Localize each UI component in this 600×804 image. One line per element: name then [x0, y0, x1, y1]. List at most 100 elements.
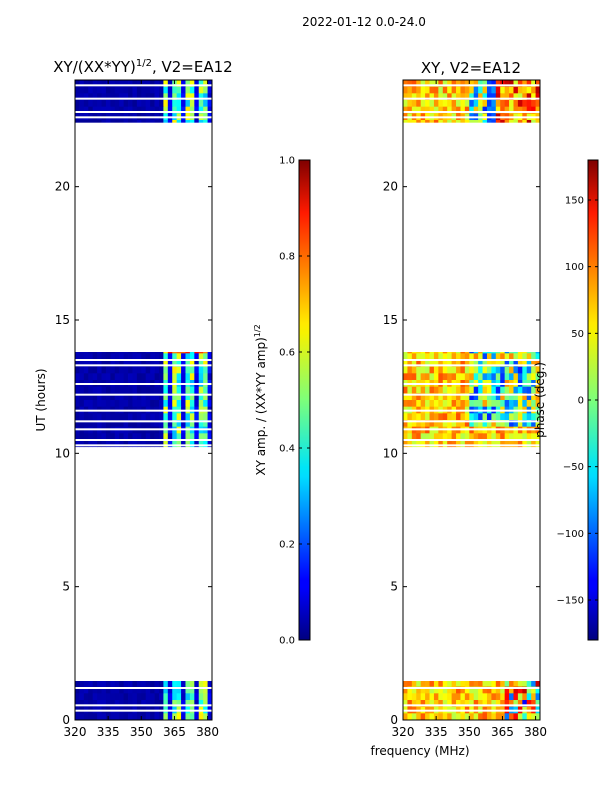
heatmap-cell [469, 106, 475, 114]
heatmap-cell [198, 420, 204, 428]
heatmap-cell [92, 80, 98, 88]
heatmap-cell [194, 700, 200, 708]
heatmap-cell [495, 100, 501, 108]
heatmap-cell [141, 433, 147, 441]
heatmap-cell [429, 686, 435, 694]
heatmap-cell [114, 366, 120, 374]
heatmap-cell [500, 680, 506, 688]
colorbar-tick-label: 0.4 [279, 444, 295, 455]
heatmap-cell [128, 713, 133, 720]
heatmap-cell [460, 366, 466, 374]
heatmap-cell [500, 360, 506, 368]
heatmap-cell [442, 686, 448, 694]
heatmap-cell [88, 353, 94, 361]
heatmap-cell [172, 386, 178, 394]
heatmap-cell [154, 700, 160, 708]
heatmap-cell [495, 420, 501, 428]
heatmap-cell [189, 393, 195, 401]
heatmap-cell [469, 80, 475, 88]
heatmap-cell [420, 393, 426, 401]
heatmap-cell [123, 713, 129, 720]
flagged-row [75, 596, 212, 599]
heatmap-cell [119, 413, 125, 421]
flagged-row [75, 704, 212, 707]
heatmap-cell [145, 353, 151, 361]
heatmap-cell [158, 686, 164, 694]
heatmap-cell [92, 420, 98, 428]
heatmap-cell [491, 386, 497, 394]
heatmap-cell [105, 386, 111, 394]
heatmap-cell [433, 360, 439, 368]
heatmap-cell [500, 420, 506, 428]
heatmap-cell [163, 373, 169, 381]
heatmap-cell [136, 366, 142, 374]
heatmap-cell [522, 100, 528, 108]
heatmap-cell [167, 413, 173, 421]
heatmap-cell [442, 360, 448, 368]
flagged-row [75, 383, 212, 385]
heatmap-cell [79, 373, 85, 381]
heatmap-cell [167, 420, 173, 428]
heatmap-cell [185, 106, 191, 114]
heatmap-cell [207, 80, 212, 88]
heatmap-cell [128, 80, 133, 88]
heatmap-cell [145, 440, 151, 448]
heatmap-cell [438, 693, 444, 701]
heatmap-cell [189, 80, 195, 88]
heatmap-cell [128, 106, 133, 114]
heatmap-cell [189, 106, 195, 114]
colorbar-tick-label: 1.0 [279, 156, 295, 167]
x-tick-label: 350 [130, 725, 153, 739]
heatmap-cell [203, 420, 208, 428]
heatmap-cell [194, 413, 200, 421]
flagged-row [75, 545, 212, 548]
heatmap-cell [438, 413, 444, 421]
heatmap-cell [203, 680, 208, 688]
heatmap-cell [154, 386, 160, 394]
heatmap-cell [535, 386, 540, 394]
heatmap-cell [407, 80, 413, 88]
heatmap-cell [128, 360, 133, 368]
heatmap-cell [141, 93, 147, 101]
amp-plot-frame [74, 79, 213, 721]
heatmap-cell [464, 420, 470, 428]
heatmap-cell [447, 693, 453, 701]
heatmap-cell [154, 693, 160, 701]
heatmap-cell [429, 80, 435, 88]
heatmap-cell [425, 713, 430, 720]
flagged-row [75, 628, 212, 631]
heatmap-cell [513, 353, 519, 361]
heatmap-cell [176, 700, 182, 708]
heatmap-cell [504, 433, 510, 441]
heatmap-cell [460, 686, 466, 694]
heatmap-cell [132, 433, 138, 441]
heatmap-cell [150, 386, 155, 394]
heatmap-cell [158, 360, 164, 368]
heatmap-cell [119, 386, 125, 394]
heatmap-cell [403, 86, 408, 94]
heatmap-cell [194, 106, 200, 114]
heatmap-cell [429, 713, 435, 720]
heatmap-cell [167, 366, 173, 374]
x-tick-label: 320 [392, 725, 415, 739]
heatmap-cell [207, 86, 212, 94]
heatmap-cell [478, 360, 483, 368]
phase-colorbar-ticks: 150 100 50 0 −50 −100 −150 [557, 196, 598, 607]
heatmap-cell [181, 86, 186, 94]
heatmap-cell [141, 393, 147, 401]
heatmap-cell [172, 86, 178, 94]
heatmap-cell [167, 713, 173, 720]
heatmap-cell [509, 686, 514, 694]
heatmap-cell [526, 686, 532, 694]
heatmap-cell [141, 440, 147, 448]
heatmap-cell [83, 400, 89, 408]
y-tick-label: 20 [383, 180, 398, 194]
heatmap-cell [456, 373, 461, 381]
heatmap-cell [185, 420, 191, 428]
heatmap-cell [460, 700, 466, 708]
heatmap-cell [517, 373, 523, 381]
heatmap-cell [433, 100, 439, 108]
heatmap-cell [447, 360, 453, 368]
heatmap-cell [517, 680, 523, 688]
heatmap-cell [189, 93, 195, 101]
